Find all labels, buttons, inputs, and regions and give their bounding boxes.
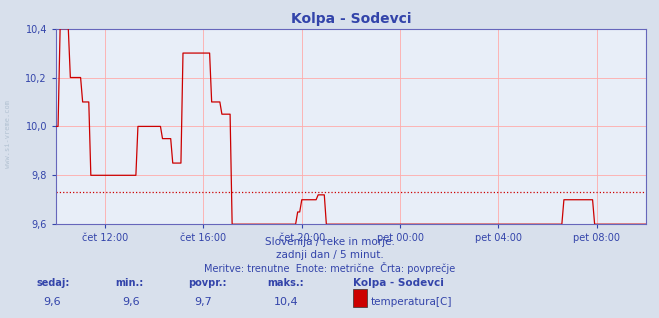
Text: min.:: min.: [115, 278, 144, 288]
Text: 9,7: 9,7 [194, 297, 212, 307]
Text: Slovenija / reke in morje.: Slovenija / reke in morje. [264, 237, 395, 247]
Text: Meritve: trenutne  Enote: metrične  Črta: povprečje: Meritve: trenutne Enote: metrične Črta: … [204, 262, 455, 274]
Text: 9,6: 9,6 [43, 297, 61, 307]
Text: www.si-vreme.com: www.si-vreme.com [5, 100, 11, 168]
Text: Kolpa - Sodevci: Kolpa - Sodevci [353, 278, 444, 288]
Text: sedaj:: sedaj: [36, 278, 70, 288]
Text: 10,4: 10,4 [273, 297, 298, 307]
Text: maks.:: maks.: [267, 278, 304, 288]
Text: povpr.:: povpr.: [188, 278, 226, 288]
Title: Kolpa - Sodevci: Kolpa - Sodevci [291, 12, 411, 26]
Text: 9,6: 9,6 [122, 297, 140, 307]
Text: zadnji dan / 5 minut.: zadnji dan / 5 minut. [275, 250, 384, 259]
Text: temperatura[C]: temperatura[C] [370, 297, 452, 307]
